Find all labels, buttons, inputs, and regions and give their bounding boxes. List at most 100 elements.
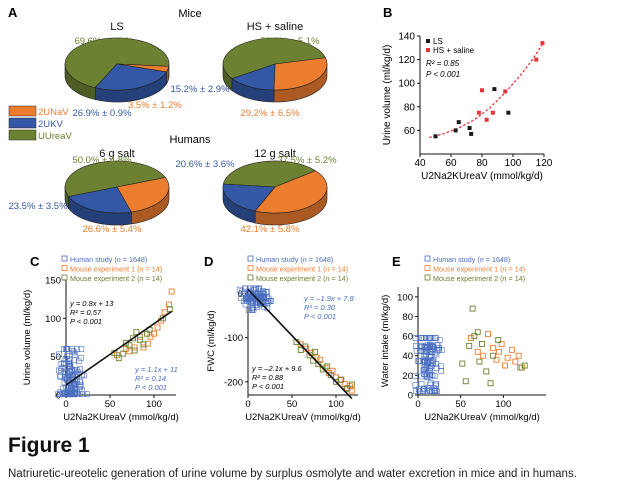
human-study-point bbox=[419, 335, 426, 341]
x-tick-label: 0 bbox=[245, 399, 250, 410]
human-study-point bbox=[427, 342, 434, 349]
legend-label: Human study (n = 1648) bbox=[256, 255, 333, 264]
y-tick-label: 50 bbox=[50, 352, 61, 363]
y-axis-label: Water intake (ml/kg/d) bbox=[380, 295, 391, 388]
pie-title: LS bbox=[110, 21, 123, 33]
human-study-point bbox=[77, 366, 83, 372]
human-study-point bbox=[413, 348, 420, 354]
legend-marker bbox=[247, 265, 254, 271]
annot-r2-mouse: R² = 0.14 bbox=[135, 374, 166, 383]
human-study-point bbox=[418, 335, 425, 341]
human-study-point bbox=[433, 365, 440, 372]
human-study-point bbox=[431, 385, 437, 391]
ls-point bbox=[467, 126, 472, 131]
pie-slice-2ukv bbox=[231, 63, 276, 91]
pie-1: LS 3.5% ± 1.2%26.9% ± 0.9% 69.6% ± 1.3% bbox=[64, 21, 182, 119]
human-study-point bbox=[423, 351, 429, 358]
y-tick-label: 100 bbox=[45, 314, 61, 325]
pie-slice-2ukv bbox=[222, 183, 276, 212]
y-tick-label: 80 bbox=[404, 102, 416, 113]
human-study-point bbox=[434, 347, 441, 354]
annot-r2-human: R² = 0.57 bbox=[70, 308, 102, 317]
human-study-point bbox=[66, 373, 72, 380]
human-study-point bbox=[84, 391, 90, 398]
mouse-exp2-point bbox=[140, 341, 147, 348]
hs-point bbox=[503, 89, 508, 94]
hs-point bbox=[490, 110, 495, 115]
y-tick-label: 60 bbox=[402, 332, 413, 343]
human-study-point bbox=[424, 346, 430, 353]
human-study-point bbox=[64, 353, 70, 359]
x-tick-label: 50 bbox=[287, 399, 298, 410]
pie-label-uureav: 55.7% ± 5.1% bbox=[260, 36, 320, 47]
pie-label-2ukv: 23.5% ± 3.5% bbox=[8, 201, 68, 212]
panel-d-letter: D bbox=[204, 254, 213, 269]
human-study-point bbox=[433, 342, 440, 349]
ls-point bbox=[506, 110, 511, 115]
x-axis-label: U2Na2KUreaV (mmol/kg/d) bbox=[424, 412, 540, 423]
human-study-point bbox=[242, 301, 249, 308]
ls-point bbox=[433, 134, 438, 139]
human-study-point bbox=[78, 355, 84, 361]
legend-marker-ls bbox=[426, 39, 430, 43]
mouse-exp2-point bbox=[521, 362, 528, 369]
legend-label-ls: LS bbox=[433, 37, 443, 46]
x-axis-label: U2Na2KUreaV (mmol/kg/d) bbox=[421, 171, 543, 182]
panel-a-letter: A bbox=[8, 5, 18, 20]
y-tick-label: 20 bbox=[402, 371, 413, 382]
panel-d: D 0 50 100 0 -100 -200 U2Na2KUreaV (mmol/kg/d)… bbox=[204, 254, 361, 423]
x-tick-label: 100 bbox=[146, 399, 162, 410]
y-axis-label: Urine volume (ml/kg/d) bbox=[382, 45, 393, 146]
group-label-humans: Humans bbox=[170, 134, 211, 146]
mouse-exp2-point bbox=[315, 361, 322, 368]
legend-marker bbox=[424, 274, 431, 281]
group-label-mice: Mice bbox=[178, 8, 201, 20]
annot-eq-human: y = 0.8x + 13 bbox=[69, 299, 114, 308]
mouse-exp2-point bbox=[327, 372, 334, 379]
mouse-exp2-point bbox=[115, 355, 122, 362]
human-study-point bbox=[79, 387, 86, 394]
y-tick-label: 0 bbox=[56, 391, 61, 402]
x-tick-label: 80 bbox=[476, 158, 488, 169]
human-study-point bbox=[420, 388, 426, 394]
human-study-point bbox=[73, 370, 79, 377]
human-study-point bbox=[78, 346, 85, 352]
mouse-exp2-point bbox=[311, 348, 318, 355]
legend-swatch bbox=[8, 105, 37, 117]
y-tick-label: 150 bbox=[45, 276, 61, 287]
mouse-exp2-point bbox=[306, 352, 313, 359]
mouse-exp2-point bbox=[487, 380, 494, 387]
mouse-exp1-point bbox=[317, 356, 324, 363]
human-study-point bbox=[58, 361, 65, 367]
human-study-point bbox=[438, 363, 444, 370]
human-study-point bbox=[71, 382, 77, 388]
x-tick-label: 60 bbox=[445, 158, 457, 169]
mouse-exp2-point bbox=[459, 360, 466, 367]
mouse-exp2-point bbox=[466, 342, 473, 349]
figure-caption: Natriuretic-ureotelic generation of urin… bbox=[8, 468, 577, 480]
human-study-point bbox=[61, 390, 67, 396]
x-tick-label: 120 bbox=[536, 158, 553, 169]
y-tick-label: 100 bbox=[397, 292, 413, 303]
pie-label-2ukv: 15.2% ± 2.9% bbox=[170, 84, 230, 95]
x-axis-label: U2Na2KUreaV (mmol/kg/d) bbox=[245, 412, 361, 423]
legend-swatch bbox=[8, 117, 37, 129]
pie-slice-uureav bbox=[64, 37, 170, 88]
mouse-exp1-point bbox=[515, 352, 522, 359]
y-tick-label: 120 bbox=[398, 55, 415, 66]
human-study-point bbox=[264, 288, 271, 295]
legend-marker bbox=[61, 274, 68, 281]
human-study-point bbox=[72, 352, 78, 358]
human-study-point bbox=[72, 386, 79, 393]
hs-point bbox=[534, 57, 539, 62]
mouse-exp2-point bbox=[474, 329, 481, 336]
pie-label-2ukv: 26.9% ± 0.9% bbox=[72, 108, 132, 119]
x-tick-label: 100 bbox=[505, 158, 522, 169]
human-study-point bbox=[432, 388, 438, 394]
pie-label-2unav: 42.1% ± 5.8% bbox=[240, 224, 300, 235]
human-study-point bbox=[265, 299, 271, 306]
annot-p-mouse: P < 0.001 bbox=[252, 382, 284, 391]
fit-curve bbox=[429, 43, 543, 139]
x-tick-label: 100 bbox=[328, 399, 344, 410]
